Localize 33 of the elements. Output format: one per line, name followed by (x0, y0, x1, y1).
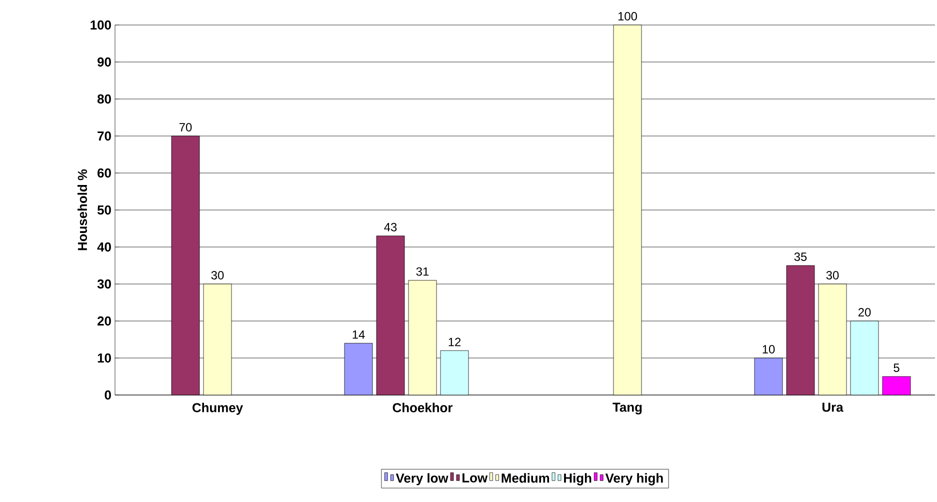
y-axis-title: Household % (78, 169, 88, 250)
data-label: 20 (858, 308, 871, 316)
legend-label: Medium (502, 473, 550, 483)
data-label: 35 (794, 252, 807, 261)
x-tick-label: Tang (612, 402, 642, 414)
y-tick-label: 30 (97, 279, 111, 289)
y-tick-label: 50 (97, 205, 111, 215)
y-tick-label: 20 (98, 316, 111, 326)
legend-label: High (564, 473, 592, 486)
y-tick-label: 10 (98, 353, 111, 363)
y-tick-label: 70 (98, 131, 111, 141)
data-label: 10 (762, 345, 775, 354)
x-tick-label: Chumey (192, 402, 243, 415)
y-tick-label: 60 (98, 168, 111, 178)
data-label: 70 (179, 123, 192, 132)
y-tick-label: 40 (97, 242, 111, 252)
legend-label: Very high (605, 473, 663, 486)
data-label: 30 (826, 271, 839, 280)
legend-label: Low (462, 473, 488, 482)
y-tick-label: 80 (97, 94, 111, 104)
data-label: 14 (352, 330, 365, 339)
data-label: 100 (618, 12, 638, 20)
y-tick-label: 90 (98, 57, 111, 67)
data-label: 12 (448, 338, 461, 346)
data-label: 43 (384, 222, 397, 232)
data-label: 30 (211, 271, 224, 280)
x-tick-label: Choekhor (392, 402, 453, 412)
data-label: 31 (416, 267, 429, 276)
legend-label: Very low (396, 473, 448, 486)
y-tick-label: 100 (90, 20, 111, 30)
data-label: 5 (894, 364, 900, 372)
x-tick-label: Ura (822, 402, 844, 412)
y-tick-label: 0 (104, 390, 111, 400)
